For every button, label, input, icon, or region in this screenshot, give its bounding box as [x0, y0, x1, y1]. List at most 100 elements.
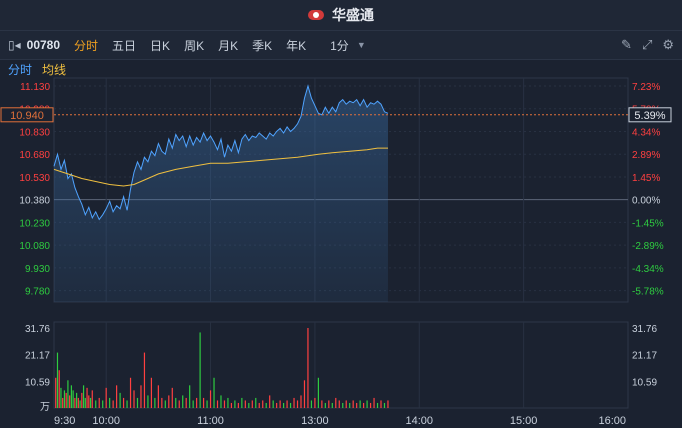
- volume-bar: [262, 400, 264, 408]
- volume-bar: [185, 397, 187, 408]
- tab-yearly-k[interactable]: 年K: [286, 38, 307, 53]
- volume-bar: [89, 397, 92, 408]
- volume-bar: [63, 390, 66, 408]
- tab-weekly-k[interactable]: 周K: [184, 38, 205, 53]
- volume-bar: [349, 402, 351, 408]
- volume-bar: [62, 397, 64, 408]
- price-tick-label: 10.530: [19, 173, 50, 184]
- interval-select[interactable]: 1分: [330, 38, 349, 53]
- volume-bar: [109, 397, 111, 408]
- pct-tick-label: -2.89%: [632, 241, 664, 252]
- volume-bar: [91, 390, 93, 408]
- volume-bar: [171, 387, 173, 408]
- price-tick-label: 11.130: [20, 82, 50, 93]
- volume-bar: [376, 402, 379, 408]
- chevron-down-icon[interactable]: ▼: [356, 40, 366, 50]
- volume-bar: [276, 402, 278, 408]
- volume-bar: [300, 395, 302, 408]
- expand-icon[interactable]: ⤢: [641, 37, 653, 52]
- volume-bar: [227, 397, 229, 408]
- volume-bar: [196, 397, 198, 408]
- price-tick-label: 9.780: [25, 287, 50, 298]
- time-tick-label: 14:00: [406, 415, 434, 427]
- volume-bar: [230, 402, 233, 408]
- price-area: [54, 86, 388, 302]
- volume-bar: [244, 400, 246, 408]
- tab-quarterly-k[interactable]: 季K: [252, 38, 273, 53]
- volume-bar: [373, 397, 375, 408]
- tab-daily-k[interactable]: 日K: [150, 38, 171, 53]
- avg-line: [53, 147, 388, 187]
- volume-bar: [289, 402, 292, 408]
- volume-bar: [383, 402, 386, 408]
- price-tick-label: 10.380: [19, 196, 50, 207]
- volume-bar: [328, 400, 330, 408]
- legend-avg-line: 均线: [42, 62, 67, 77]
- volume-bar: [352, 400, 354, 408]
- volume-bar: [202, 397, 205, 408]
- tab-five-day[interactable]: 五日: [112, 38, 137, 53]
- volume-bar: [272, 400, 274, 408]
- volume-bar: [199, 332, 201, 408]
- time-tick-label: 13:00: [301, 415, 329, 427]
- volume-bar: [234, 400, 236, 408]
- volume-bar: [164, 400, 166, 408]
- volume-tick-label: 31.76: [632, 324, 657, 335]
- volume-bar: [182, 395, 184, 408]
- volume-bar: [82, 385, 85, 408]
- volume-bar: [79, 400, 81, 408]
- volume-bar: [77, 397, 79, 408]
- pct-tick-label: 7.23%: [632, 82, 660, 93]
- volume-panel-frame: [53, 321, 629, 409]
- volume-tick-label: 21.17: [632, 351, 657, 362]
- volume-bar: [345, 400, 347, 408]
- volume-bar: [56, 352, 59, 408]
- pct-tick-label: 2.89%: [632, 150, 660, 161]
- volume-bar: [310, 400, 313, 408]
- volume-bar: [251, 400, 253, 408]
- pct-tick-label: -1.45%: [632, 218, 664, 229]
- toolbar-actions: ✎ ⤢ ⚙: [621, 37, 674, 53]
- volume-bar: [286, 400, 288, 408]
- volume-bar: [220, 395, 222, 408]
- price-tick-label: 10.080: [19, 241, 50, 252]
- volume-bar: [223, 400, 226, 408]
- volume-bar: [168, 395, 170, 408]
- volume-bar: [293, 397, 295, 408]
- volume-unit-label: 万: [40, 402, 50, 413]
- volume-bar: [206, 400, 208, 408]
- volume-bar: [283, 402, 285, 408]
- volume-bar: [248, 402, 250, 408]
- time-tick-label: 10:00: [92, 415, 120, 427]
- volume-bar: [67, 380, 69, 408]
- time-tick-label: 9:30: [54, 415, 75, 427]
- volume-bar: [237, 402, 239, 408]
- weibo-logo-icon: [308, 8, 326, 22]
- volume-bar: [342, 402, 344, 408]
- volume-bar: [380, 400, 382, 408]
- volume-tick-label: 21.17: [25, 351, 50, 362]
- volume-bar: [192, 400, 194, 408]
- collapse-left-icon[interactable]: ▯◂: [8, 38, 21, 52]
- edit-icon[interactable]: ✎: [621, 37, 632, 52]
- price-tick-label: 9.930: [25, 264, 50, 275]
- brand-name: 华盛通: [332, 7, 374, 23]
- settings-icon[interactable]: ⚙: [662, 37, 674, 52]
- volume-bar: [356, 402, 358, 408]
- pct-tick-label: 0.00%: [632, 196, 660, 207]
- volume-bar: [129, 377, 132, 408]
- volume-bar: [95, 400, 97, 408]
- volume-bar: [307, 328, 309, 408]
- volume-bar: [324, 402, 326, 408]
- volume-bar: [60, 387, 62, 408]
- tab-monthly-k[interactable]: 月K: [218, 38, 239, 53]
- time-tick-label: 11:00: [197, 415, 224, 427]
- tab-intraday[interactable]: 分时: [74, 38, 99, 53]
- volume-bar: [72, 390, 74, 408]
- volume-bar: [189, 385, 191, 408]
- volume-bar: [74, 397, 76, 408]
- price-tick-label: 10.680: [19, 150, 50, 161]
- volume-bar: [303, 380, 306, 408]
- volume-bar: [55, 377, 57, 408]
